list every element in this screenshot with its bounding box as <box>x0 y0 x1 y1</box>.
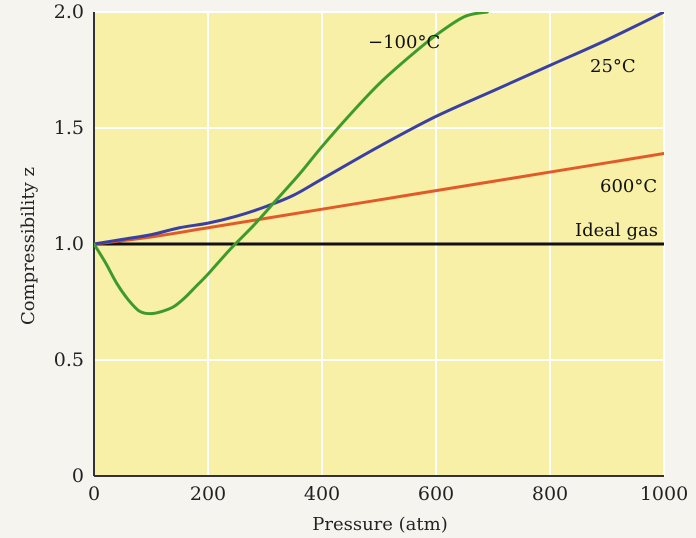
x-tick-labels: 0 200 400 600 800 1000 <box>88 483 688 505</box>
series-label-ideal-gas: Ideal gas <box>575 220 658 241</box>
y-tick-label: 0.5 <box>54 349 84 371</box>
x-tick-label: 0 <box>88 483 100 505</box>
y-tick-label: 1.5 <box>54 117 84 139</box>
series-label-minus100: −100°C <box>368 32 440 53</box>
x-tick-label: 200 <box>190 483 226 505</box>
series-line-minus100c <box>94 12 489 316</box>
y-axis-title: Compressibility z <box>18 167 39 325</box>
series-line-25c <box>94 12 664 246</box>
series-label-600: 600°C <box>600 176 657 197</box>
y-tick-labels: 0 0.5 1.0 1.5 2.0 <box>54 1 84 487</box>
y-tick-label: 1.0 <box>54 233 84 255</box>
y-tick-label: 0 <box>72 465 84 487</box>
x-tick-label: 600 <box>418 483 454 505</box>
x-tick-label: 400 <box>304 483 340 505</box>
x-tick-label: 1000 <box>640 483 688 505</box>
series-line-600c <box>94 152 664 246</box>
series-label-25: 25°C <box>590 56 636 77</box>
series-group <box>94 12 664 316</box>
x-tick-label: 800 <box>532 483 568 505</box>
y-tick-label: 2.0 <box>54 1 84 23</box>
x-axis-title: Pressure (atm) <box>312 514 448 535</box>
